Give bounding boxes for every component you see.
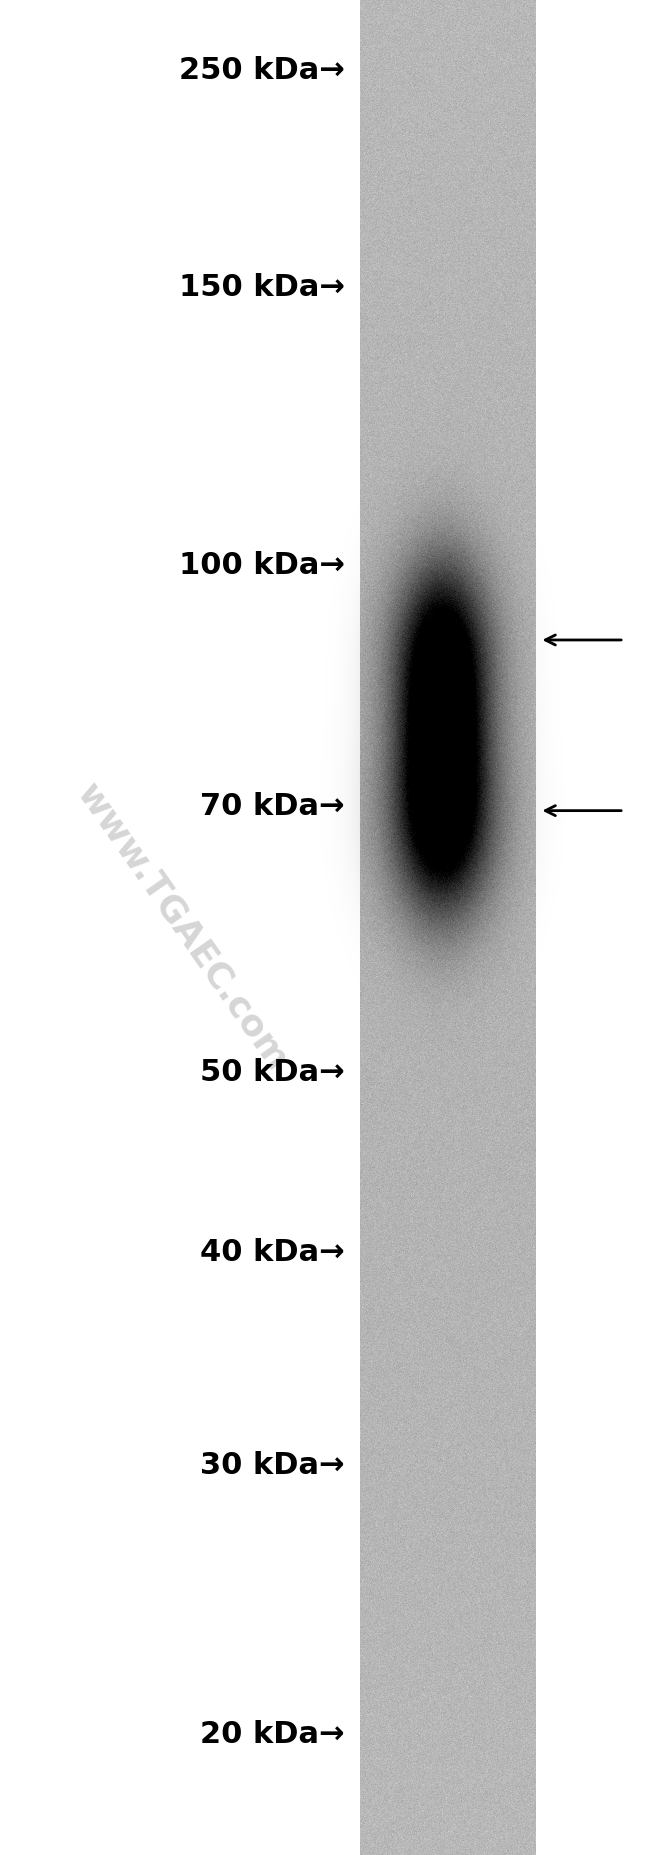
- Text: www.TGAEC.com: www.TGAEC.com: [70, 777, 294, 1078]
- Text: 250 kDa→: 250 kDa→: [179, 56, 344, 85]
- Text: 20 kDa→: 20 kDa→: [200, 1720, 344, 1749]
- Text: 30 kDa→: 30 kDa→: [200, 1451, 344, 1480]
- Text: 70 kDa→: 70 kDa→: [200, 792, 344, 822]
- Text: 100 kDa→: 100 kDa→: [179, 551, 344, 581]
- Text: 150 kDa→: 150 kDa→: [179, 273, 344, 302]
- Text: 40 kDa→: 40 kDa→: [200, 1237, 344, 1267]
- Text: 50 kDa→: 50 kDa→: [200, 1057, 344, 1087]
